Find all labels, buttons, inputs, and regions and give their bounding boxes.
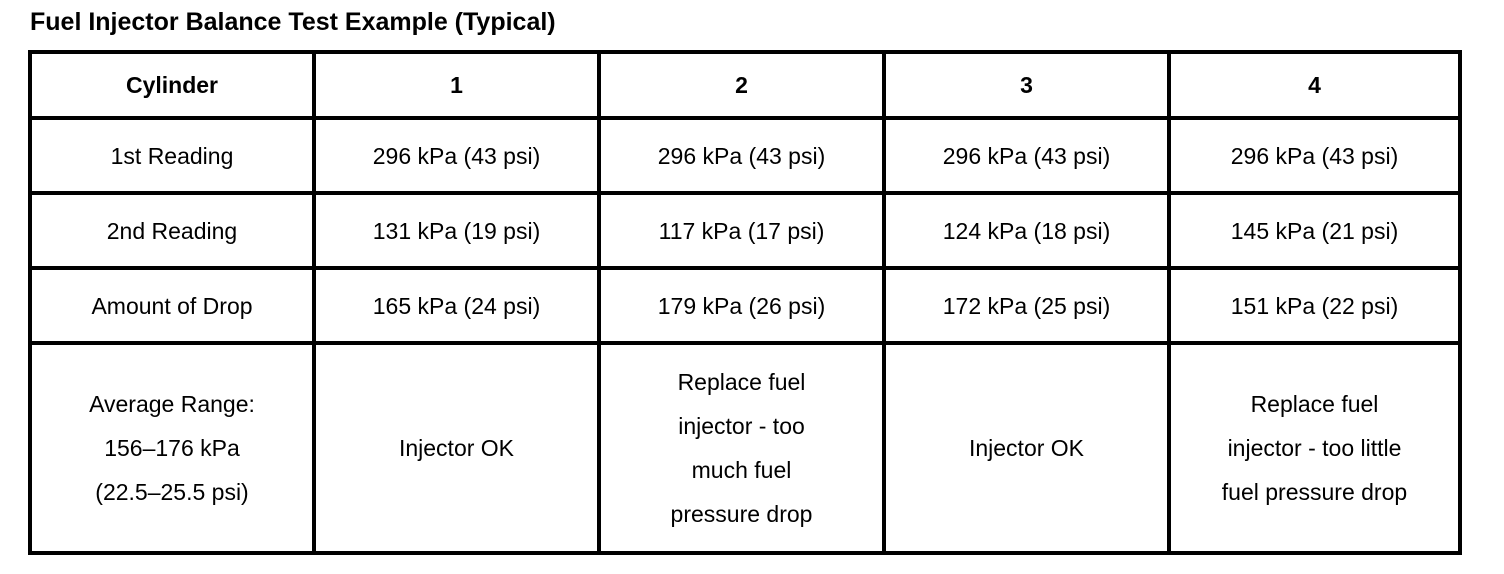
data-cell: 145 kPa (21 psi) xyxy=(1167,191,1462,270)
data-cell: 296 kPa (43 psi) xyxy=(1167,116,1462,195)
row-label: Amount of Drop xyxy=(28,266,316,345)
data-cell: Replace fuel injector - too little fuel … xyxy=(1167,341,1462,555)
header-cell-cylinder: Cylinder xyxy=(28,50,316,120)
data-cell: 151 kPa (22 psi) xyxy=(1167,266,1462,345)
data-cell: 117 kPa (17 psi) xyxy=(597,191,886,270)
table-row-2nd-reading: 2nd Reading 131 kPa (19 psi) 117 kPa (17… xyxy=(28,191,1462,270)
data-cell: 172 kPa (25 psi) xyxy=(882,266,1171,345)
table-row-amount-of-drop: Amount of Drop 165 kPa (24 psi) 179 kPa … xyxy=(28,266,1462,345)
header-cell-4: 4 xyxy=(1167,50,1462,120)
table-row-average-range-results: Average Range: 156–176 kPa (22.5–25.5 ps… xyxy=(28,341,1462,555)
data-cell: 179 kPa (26 psi) xyxy=(597,266,886,345)
header-row: Cylinder 1 2 3 4 xyxy=(28,50,1462,120)
header-cell-3: 3 xyxy=(882,50,1171,120)
row-label: Average Range: 156–176 kPa (22.5–25.5 ps… xyxy=(28,341,316,555)
data-cell: 131 kPa (19 psi) xyxy=(312,191,601,270)
data-cell: 296 kPa (43 psi) xyxy=(597,116,886,195)
header-cell-1: 1 xyxy=(312,50,601,120)
data-cell: 296 kPa (43 psi) xyxy=(312,116,601,195)
data-cell: Injector OK xyxy=(312,341,601,555)
header-cell-2: 2 xyxy=(597,50,886,120)
data-cell: 296 kPa (43 psi) xyxy=(882,116,1171,195)
data-cell: Injector OK xyxy=(882,341,1171,555)
table-row-1st-reading: 1st Reading 296 kPa (43 psi) 296 kPa (43… xyxy=(28,116,1462,195)
page-title: Fuel Injector Balance Test Example (Typi… xyxy=(30,8,556,36)
data-cell: 165 kPa (24 psi) xyxy=(312,266,601,345)
row-label: 1st Reading xyxy=(28,116,316,195)
row-label: 2nd Reading xyxy=(28,191,316,270)
data-cell: 124 kPa (18 psi) xyxy=(882,191,1171,270)
fuel-injector-balance-table: Cylinder 1 2 3 4 1st Reading 296 kPa (43… xyxy=(28,50,1462,555)
data-cell: Replace fuel injector - too much fuel pr… xyxy=(597,341,886,555)
